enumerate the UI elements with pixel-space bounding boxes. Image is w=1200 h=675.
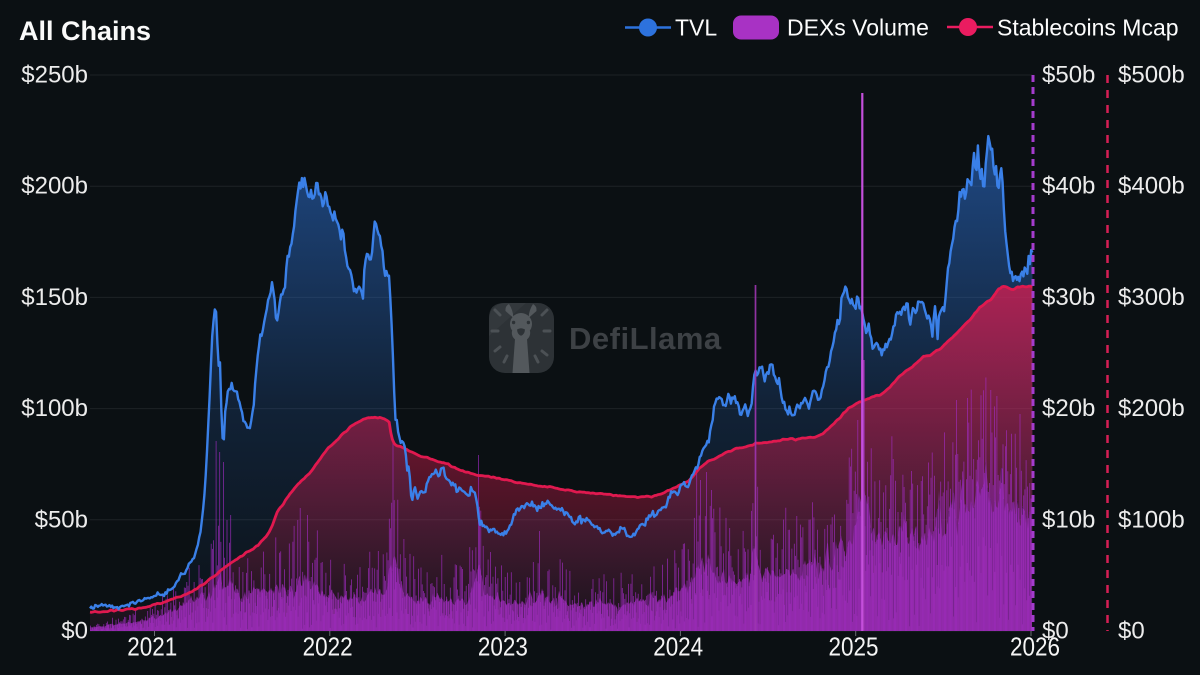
svg-text:$50b: $50b xyxy=(1042,62,1095,89)
svg-text:$300b: $300b xyxy=(1118,284,1185,311)
svg-text:Stablecoins Mcap: Stablecoins Mcap xyxy=(997,15,1179,41)
svg-text:$10b: $10b xyxy=(1042,506,1095,533)
svg-text:$400b: $400b xyxy=(1118,173,1185,200)
svg-text:2022: 2022 xyxy=(303,634,353,662)
svg-text:$50b: $50b xyxy=(35,506,88,533)
svg-text:$250b: $250b xyxy=(21,62,88,89)
svg-text:$0: $0 xyxy=(61,618,88,645)
svg-text:$30b: $30b xyxy=(1042,284,1095,311)
svg-text:2026: 2026 xyxy=(1010,634,1060,662)
svg-text:$100b: $100b xyxy=(21,395,88,422)
svg-text:All Chains: All Chains xyxy=(19,16,151,46)
svg-text:DEXs Volume: DEXs Volume xyxy=(787,15,929,41)
svg-text:2021: 2021 xyxy=(127,634,177,662)
svg-text:$40b: $40b xyxy=(1042,173,1095,200)
svg-text:$0: $0 xyxy=(1042,618,1069,645)
svg-text:2023: 2023 xyxy=(478,634,528,662)
svg-text:$20b: $20b xyxy=(1042,395,1095,422)
svg-text:$0: $0 xyxy=(1118,618,1145,645)
svg-text:2024: 2024 xyxy=(653,634,703,662)
svg-text:$100b: $100b xyxy=(1118,506,1185,533)
svg-text:$200b: $200b xyxy=(21,173,88,200)
svg-text:$500b: $500b xyxy=(1118,62,1185,89)
svg-text:DefiLlama: DefiLlama xyxy=(569,321,722,356)
svg-text:2025: 2025 xyxy=(829,634,879,662)
svg-text:TVL: TVL xyxy=(675,15,717,41)
svg-text:$150b: $150b xyxy=(21,284,88,311)
svg-text:$200b: $200b xyxy=(1118,395,1185,422)
